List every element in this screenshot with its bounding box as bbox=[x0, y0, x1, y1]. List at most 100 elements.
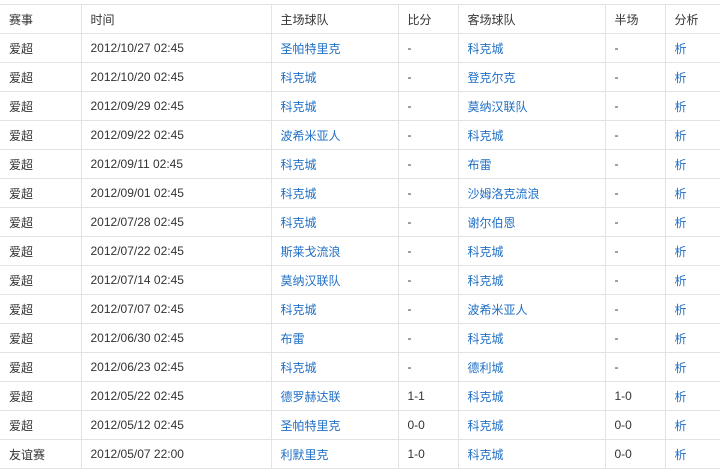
cell-analysis: 析 bbox=[664, 381, 720, 411]
home-team-link[interactable]: 科克城 bbox=[280, 99, 317, 114]
table-row: 爱超 2012/09/01 02:45 科克城 - 沙姆洛克流浪 - 析 bbox=[0, 178, 720, 208]
away-team-link[interactable]: 德利城 bbox=[467, 360, 504, 375]
home-team-link[interactable]: 波希米亚人 bbox=[280, 128, 341, 143]
cell-home-team: 布雷 bbox=[270, 323, 399, 353]
match-time: 2012/05/12 02:45 bbox=[80, 410, 272, 440]
analysis-link[interactable]: 析 bbox=[674, 41, 687, 56]
match-time: 2012/09/11 02:45 bbox=[80, 149, 272, 179]
analysis-link[interactable]: 析 bbox=[674, 418, 687, 433]
home-team-link[interactable]: 科克城 bbox=[280, 157, 317, 172]
analysis-link[interactable]: 析 bbox=[674, 70, 687, 85]
header-away-team: 客场球队 bbox=[457, 4, 606, 34]
half-time-score: - bbox=[604, 352, 666, 382]
home-team-link[interactable]: 科克城 bbox=[280, 215, 317, 230]
cell-away-team: 科克城 bbox=[457, 120, 606, 150]
table-row: 爱超 2012/07/22 02:45 斯莱戈流浪 - 科克城 - 析 bbox=[0, 236, 720, 266]
away-team-link[interactable]: 布雷 bbox=[467, 157, 492, 172]
header-score: 比分 bbox=[397, 4, 459, 34]
score: - bbox=[397, 62, 459, 92]
home-team-link[interactable]: 德罗赫达联 bbox=[280, 389, 341, 404]
analysis-link[interactable]: 析 bbox=[674, 273, 687, 288]
analysis-link[interactable]: 析 bbox=[674, 215, 687, 230]
score: - bbox=[397, 91, 459, 121]
match-time: 2012/05/07 22:00 bbox=[80, 439, 272, 469]
home-team-link[interactable]: 布雷 bbox=[280, 331, 305, 346]
cell-home-team: 科克城 bbox=[270, 62, 399, 92]
away-team-link[interactable]: 科克城 bbox=[467, 389, 504, 404]
header-analysis: 分析 bbox=[664, 4, 720, 34]
header-row: 赛事 时间 主场球队 比分 客场球队 半场 分析 bbox=[0, 4, 720, 34]
analysis-link[interactable]: 析 bbox=[674, 360, 687, 375]
score: - bbox=[397, 207, 459, 237]
match-table: 赛事 时间 主场球队 比分 客场球队 半场 分析 爱超 2012/10/27 02:45 圣帕特… bbox=[0, 4, 720, 469]
competition: 爱超 bbox=[0, 265, 82, 295]
away-team-link[interactable]: 科克城 bbox=[467, 331, 504, 346]
competition: 爱超 bbox=[0, 236, 82, 266]
cell-analysis: 析 bbox=[664, 178, 720, 208]
away-team-link[interactable]: 科克城 bbox=[467, 418, 504, 433]
cell-home-team: 科克城 bbox=[270, 149, 399, 179]
match-time: 2012/07/28 02:45 bbox=[80, 207, 272, 237]
away-team-link[interactable]: 科克城 bbox=[467, 273, 504, 288]
half-time-score: - bbox=[604, 323, 666, 353]
half-time-score: - bbox=[604, 91, 666, 121]
cell-away-team: 莫纳汉联队 bbox=[457, 91, 606, 121]
half-time-score: - bbox=[604, 294, 666, 324]
analysis-link[interactable]: 析 bbox=[674, 331, 687, 346]
home-team-link[interactable]: 科克城 bbox=[280, 186, 317, 201]
away-team-link[interactable]: 科克城 bbox=[467, 41, 504, 56]
analysis-link[interactable]: 析 bbox=[674, 244, 687, 259]
match-time: 2012/05/22 02:45 bbox=[80, 381, 272, 411]
home-team-link[interactable]: 利默里克 bbox=[280, 447, 329, 462]
home-team-link[interactable]: 科克城 bbox=[280, 360, 317, 375]
cell-analysis: 析 bbox=[664, 410, 720, 440]
cell-home-team: 莫纳汉联队 bbox=[270, 265, 399, 295]
analysis-link[interactable]: 析 bbox=[674, 302, 687, 317]
match-time: 2012/09/01 02:45 bbox=[80, 178, 272, 208]
analysis-link[interactable]: 析 bbox=[674, 128, 687, 143]
cell-away-team: 德利城 bbox=[457, 352, 606, 382]
home-team-link[interactable]: 圣帕特里克 bbox=[280, 41, 341, 56]
score: - bbox=[397, 265, 459, 295]
table-row: 爱超 2012/07/28 02:45 科克城 - 谢尔伯恩 - 析 bbox=[0, 207, 720, 237]
cell-away-team: 布雷 bbox=[457, 149, 606, 179]
cell-away-team: 登克尔克 bbox=[457, 62, 606, 92]
away-team-link[interactable]: 沙姆洛克流浪 bbox=[467, 186, 540, 201]
away-team-link[interactable]: 莫纳汉联队 bbox=[467, 99, 528, 114]
away-team-link[interactable]: 科克城 bbox=[467, 244, 504, 259]
cell-away-team: 科克城 bbox=[457, 439, 606, 469]
away-team-link[interactable]: 波希米亚人 bbox=[467, 302, 528, 317]
match-time: 2012/09/22 02:45 bbox=[80, 120, 272, 150]
match-time: 2012/06/23 02:45 bbox=[80, 352, 272, 382]
half-time-score: - bbox=[604, 62, 666, 92]
cell-analysis: 析 bbox=[664, 120, 720, 150]
cell-analysis: 析 bbox=[664, 33, 720, 63]
competition: 爱超 bbox=[0, 120, 82, 150]
cell-away-team: 科克城 bbox=[457, 33, 606, 63]
home-team-link[interactable]: 科克城 bbox=[280, 302, 317, 317]
analysis-link[interactable]: 析 bbox=[674, 99, 687, 114]
cell-analysis: 析 bbox=[664, 149, 720, 179]
away-team-link[interactable]: 科克城 bbox=[467, 128, 504, 143]
cell-home-team: 科克城 bbox=[270, 207, 399, 237]
score: - bbox=[397, 294, 459, 324]
analysis-link[interactable]: 析 bbox=[674, 157, 687, 172]
home-team-link[interactable]: 科克城 bbox=[280, 70, 317, 85]
cell-analysis: 析 bbox=[664, 265, 720, 295]
away-team-link[interactable]: 谢尔伯恩 bbox=[467, 215, 516, 230]
cell-analysis: 析 bbox=[664, 91, 720, 121]
competition: 爱超 bbox=[0, 381, 82, 411]
cell-away-team: 科克城 bbox=[457, 381, 606, 411]
header-home-team: 主场球队 bbox=[270, 4, 399, 34]
cell-home-team: 圣帕特里克 bbox=[270, 33, 399, 63]
home-team-link[interactable]: 圣帕特里克 bbox=[280, 418, 341, 433]
analysis-link[interactable]: 析 bbox=[674, 447, 687, 462]
home-team-link[interactable]: 斯莱戈流浪 bbox=[280, 244, 341, 259]
away-team-link[interactable]: 登克尔克 bbox=[467, 70, 516, 85]
away-team-link[interactable]: 科克城 bbox=[467, 447, 504, 462]
analysis-link[interactable]: 析 bbox=[674, 186, 687, 201]
analysis-link[interactable]: 析 bbox=[674, 389, 687, 404]
header-time: 时间 bbox=[80, 4, 272, 34]
half-time-score: 0-0 bbox=[604, 439, 666, 469]
home-team-link[interactable]: 莫纳汉联队 bbox=[280, 273, 341, 288]
